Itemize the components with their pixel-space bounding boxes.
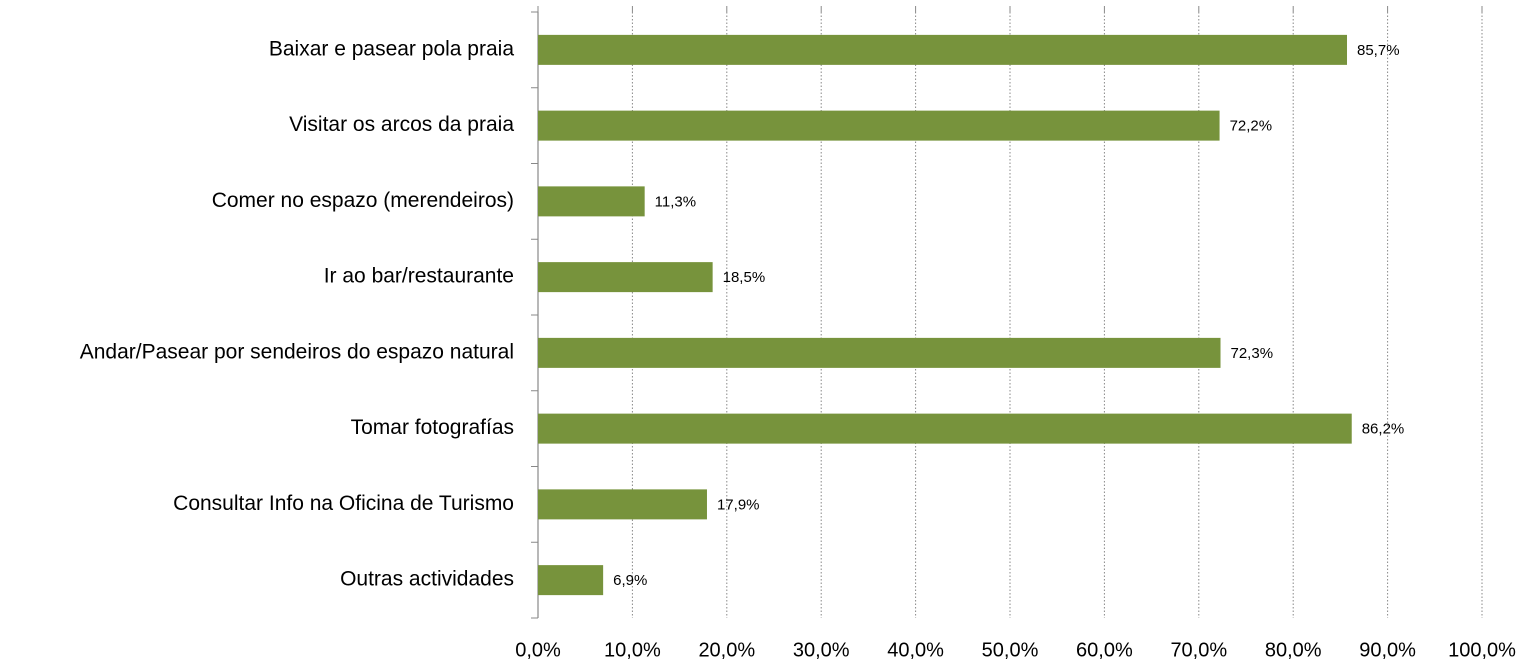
- bar: [538, 34, 1348, 65]
- bar: [538, 262, 713, 293]
- bar: [538, 565, 604, 596]
- y-tick-label: Tomar fotografías: [351, 416, 514, 439]
- value-label: 6,9%: [613, 572, 647, 589]
- value-label: 72,3%: [1231, 345, 1274, 362]
- y-tick-label: Visitar os arcos da praia: [289, 113, 514, 136]
- value-label: 18,5%: [723, 269, 766, 286]
- x-tick-label: 10,0%: [604, 639, 661, 661]
- x-tick-label: 100,0%: [1448, 639, 1516, 661]
- x-tick-label: 60,0%: [1076, 639, 1133, 661]
- x-tick-label: 70,0%: [1170, 639, 1227, 661]
- y-tick-label: Comer no espazo (merendeiros): [212, 189, 514, 212]
- y-tick-label: Consultar Info na Oficina de Turismo: [173, 492, 514, 515]
- bar: [538, 337, 1221, 368]
- x-tick-label: 50,0%: [982, 639, 1039, 661]
- value-label: 11,3%: [655, 193, 696, 210]
- bar: [538, 110, 1220, 141]
- y-tick-label: Ir ao bar/restaurante: [324, 265, 514, 288]
- value-label: 17,9%: [717, 496, 760, 513]
- value-label: 85,7%: [1357, 42, 1400, 59]
- x-tick-label: 90,0%: [1359, 639, 1416, 661]
- value-label: 72,2%: [1230, 118, 1273, 135]
- x-tick-label: 0,0%: [515, 639, 561, 661]
- y-tick-label: Andar/Pasear por sendeiros do espazo nat…: [80, 340, 514, 363]
- x-tick-label: 30,0%: [793, 639, 850, 661]
- value-label: 86,2%: [1362, 421, 1405, 438]
- y-tick-label: Outras actividades: [340, 568, 514, 591]
- y-tick-label: Baixar e pasear pola praia: [269, 37, 514, 60]
- x-tick-label: 80,0%: [1265, 639, 1322, 661]
- bar: [538, 489, 707, 520]
- x-tick-label: 40,0%: [887, 639, 944, 661]
- x-tick-label: 20,0%: [698, 639, 755, 661]
- bar: [538, 413, 1352, 444]
- bar: [538, 186, 645, 217]
